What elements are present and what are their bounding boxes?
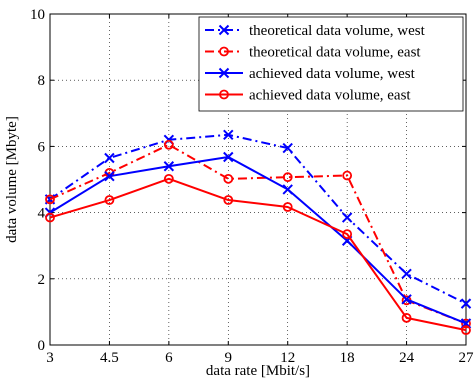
y-axis-title: data volume [Mbyte]: [4, 116, 20, 243]
y-tick-labels: 0 2 4 6 8 10: [30, 7, 46, 354]
x-tick-label: 12: [280, 350, 295, 366]
data-point-marker: [282, 142, 293, 154]
data-point-marker: [163, 161, 175, 172]
series-line: [49, 155, 467, 325]
data-point-marker: [342, 229, 353, 240]
legend-label: theoretical data volume, east: [249, 45, 421, 61]
x-tick-labels: 3 4.5 6 9 12 18 24 27: [46, 350, 474, 366]
data-point-marker: [401, 268, 412, 280]
data-point-marker: [104, 170, 115, 182]
legend-item: theoretical data volume, west: [205, 23, 426, 39]
data-point-marker: [401, 312, 412, 323]
x-tick-label: 27: [459, 350, 475, 366]
data-point-marker: [45, 212, 55, 223]
data-point-marker: [104, 152, 115, 164]
legend-label: achieved data volume, west: [249, 66, 416, 82]
data-point-marker: [223, 151, 234, 163]
x-tick-label: 3: [46, 350, 54, 366]
legend-marker: [218, 67, 230, 79]
data-point-marker: [401, 294, 412, 305]
x-tick-label: 6: [165, 350, 173, 366]
data-point-marker: [342, 170, 353, 181]
legend-item: achieved data volume, east: [205, 88, 411, 104]
data-point-marker: [341, 212, 353, 223]
y-tick-label: 0: [38, 338, 46, 354]
data-point-marker: [223, 173, 234, 184]
legend-label: achieved data volume, east: [249, 88, 411, 104]
legend-marker: [218, 24, 230, 36]
x-tick-label: 4.5: [100, 350, 119, 366]
series-1: [44, 129, 472, 309]
series-4: [45, 173, 471, 336]
data-point-marker: [282, 202, 293, 212]
legend-marker: [219, 46, 229, 57]
series-line: [49, 133, 467, 305]
y-tick-label: 4: [38, 206, 46, 222]
y-tick-label: 8: [38, 73, 46, 89]
data-point-marker: [282, 184, 293, 195]
data-point-marker: [45, 194, 55, 205]
legend-items: theoretical data volume, west theoretical…: [205, 23, 426, 104]
legend: theoretical data volume, west theoretical…: [198, 16, 464, 112]
legend-item: theoretical data volume, east: [205, 45, 421, 61]
legend-item: achieved data volume, west: [205, 66, 416, 82]
x-tick-label: 24: [399, 350, 415, 366]
x-tick-label: 18: [340, 350, 355, 366]
data-point-marker: [461, 325, 471, 336]
y-tick-label: 10: [30, 7, 45, 23]
legend-label: theoretical data volume, west: [249, 23, 426, 39]
data-point-marker: [460, 298, 472, 309]
series-line: [49, 143, 467, 325]
data-point-marker: [104, 195, 115, 205]
series-line: [49, 177, 467, 332]
data-point-marker: [223, 195, 234, 205]
data-point-marker: [282, 172, 293, 183]
data-point-marker: [461, 318, 471, 329]
x-axis-title: data rate [Mbit/s]: [206, 363, 310, 379]
x-tick-label: 9: [225, 350, 233, 366]
data-point-marker: [163, 173, 174, 184]
legend-marker: [219, 89, 229, 100]
y-tick-label: 2: [38, 272, 46, 288]
series-layer: [44, 129, 472, 336]
data-point-marker: [163, 139, 174, 150]
y-tick-label: 6: [38, 139, 46, 155]
data-point-marker: [223, 129, 234, 141]
plot-area-frame: [49, 13, 467, 346]
